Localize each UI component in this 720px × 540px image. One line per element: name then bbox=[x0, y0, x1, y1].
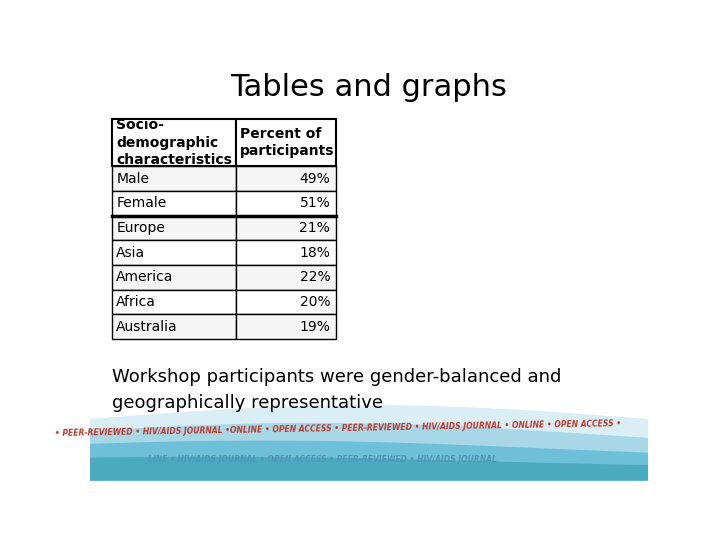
Text: 49%: 49% bbox=[300, 172, 330, 186]
Bar bbox=[235, 119, 336, 166]
Text: America: America bbox=[117, 271, 174, 285]
Bar bbox=[112, 289, 235, 314]
Text: • PEER-REVIEWED • HIV/AIDS JOURNAL •ONLINE • OPEN ACCESS • PEER-REVIEWED • HIV/A: • PEER-REVIEWED • HIV/AIDS JOURNAL •ONLI… bbox=[55, 419, 621, 438]
Text: Africa: Africa bbox=[117, 295, 156, 309]
Bar bbox=[235, 289, 336, 314]
Bar bbox=[235, 215, 336, 240]
Text: LINE • HIV/AIDS JOURNAL • OPEN ACCESS • PEER-REVIEWED • HIV/AIDS JOURNAL: LINE • HIV/AIDS JOURNAL • OPEN ACCESS • … bbox=[148, 455, 497, 463]
Bar bbox=[235, 265, 336, 289]
Text: Percent of
participants: Percent of participants bbox=[240, 127, 335, 158]
Text: 21%: 21% bbox=[300, 221, 330, 235]
Bar bbox=[112, 166, 235, 191]
Bar bbox=[112, 215, 235, 240]
Bar bbox=[235, 240, 336, 265]
Bar bbox=[235, 191, 336, 215]
Polygon shape bbox=[90, 405, 648, 481]
Text: Female: Female bbox=[117, 197, 166, 211]
Bar bbox=[112, 314, 235, 339]
Polygon shape bbox=[90, 457, 648, 481]
Polygon shape bbox=[90, 423, 648, 481]
Text: Australia: Australia bbox=[117, 320, 178, 334]
Text: Workshop participants were gender-balanced and
geographically representative: Workshop participants were gender-balanc… bbox=[112, 368, 561, 412]
Text: 22%: 22% bbox=[300, 271, 330, 285]
Text: 51%: 51% bbox=[300, 197, 330, 211]
Text: 19%: 19% bbox=[300, 320, 330, 334]
Bar bbox=[112, 119, 235, 166]
Bar bbox=[112, 240, 235, 265]
Text: Socio-
demographic
characteristics: Socio- demographic characteristics bbox=[117, 118, 233, 167]
Text: 18%: 18% bbox=[300, 246, 330, 260]
Text: Male: Male bbox=[117, 172, 149, 186]
Text: Asia: Asia bbox=[117, 246, 145, 260]
Text: 20%: 20% bbox=[300, 295, 330, 309]
Bar bbox=[112, 265, 235, 289]
Text: Europe: Europe bbox=[117, 221, 165, 235]
Polygon shape bbox=[90, 441, 648, 481]
Text: Tables and graphs: Tables and graphs bbox=[230, 73, 508, 103]
Bar bbox=[235, 166, 336, 191]
Bar bbox=[112, 191, 235, 215]
Bar bbox=[235, 314, 336, 339]
